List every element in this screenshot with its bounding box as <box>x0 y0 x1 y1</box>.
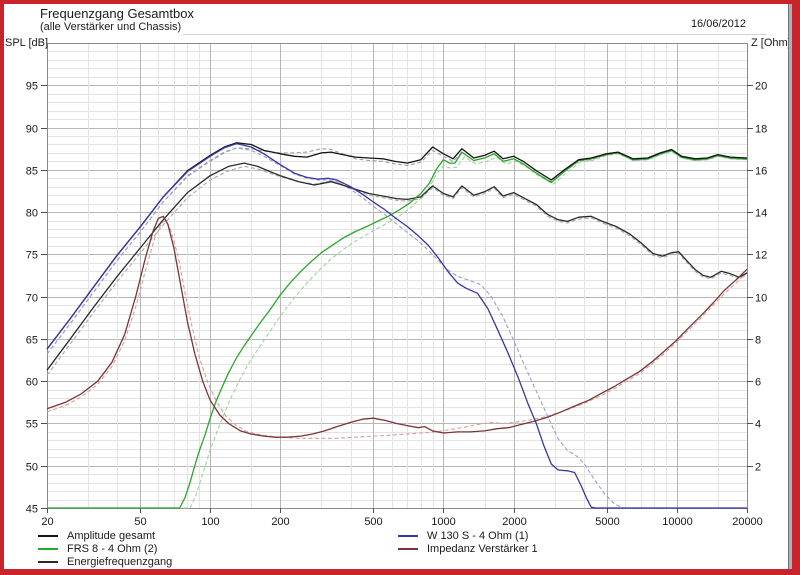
svg-text:100: 100 <box>201 516 219 528</box>
svg-text:20: 20 <box>755 81 767 93</box>
series-w130 <box>46 142 747 509</box>
z-axis-label: Z [Ohm] <box>751 37 791 49</box>
svg-text:14: 14 <box>755 208 767 220</box>
svg-text:10: 10 <box>755 293 767 305</box>
svg-text:80: 80 <box>26 208 38 220</box>
window-right-edge <box>788 4 792 569</box>
legend-item-w130: W 130 S - 4 Ohm (1) <box>398 529 528 542</box>
svg-text:4: 4 <box>755 419 761 431</box>
svg-text:85: 85 <box>26 166 38 178</box>
svg-text:10000: 10000 <box>662 516 693 528</box>
svg-text:18: 18 <box>755 124 767 136</box>
spl-axis-label: SPL [dB] <box>5 37 49 49</box>
svg-text:20: 20 <box>41 516 53 528</box>
legend-swatch-impedanz <box>398 547 418 550</box>
svg-text:2000: 2000 <box>502 516 526 528</box>
svg-text:95: 95 <box>26 81 38 93</box>
svg-text:20000: 20000 <box>732 516 763 528</box>
svg-text:2: 2 <box>755 462 761 474</box>
series-impedance <box>46 215 748 438</box>
chart-grid <box>47 43 748 509</box>
svg-text:5000: 5000 <box>595 516 619 528</box>
svg-text:75: 75 <box>26 250 38 262</box>
svg-text:70: 70 <box>26 293 38 305</box>
series-impedance-alt <box>46 219 748 439</box>
chart-date: 16/06/2012 <box>690 18 746 30</box>
series-w130-alt <box>46 147 747 509</box>
series-energy <box>46 162 748 371</box>
series-frs8 <box>47 149 748 509</box>
legend-label-energie: Energiefrequenzgang <box>67 555 173 568</box>
svg-text:1000: 1000 <box>431 516 455 528</box>
selection-border-bottom <box>0 569 800 575</box>
svg-text:50: 50 <box>134 516 146 528</box>
svg-text:90: 90 <box>26 124 38 136</box>
legend-swatch-frs8 <box>38 547 58 550</box>
chart-title: Frequenzgang Gesamtbox <box>40 6 194 21</box>
legend-swatch-energie <box>38 560 58 563</box>
legend-item-amplitude: Amplitude gesamt <box>38 529 155 542</box>
selection-border-left <box>0 0 4 575</box>
svg-text:200: 200 <box>271 516 289 528</box>
chart-axes: 9590858075706560555045201816141210864220… <box>26 81 768 529</box>
chart-subtitle: (alle Verstärker und Chassis) <box>40 21 182 33</box>
legend-label-frs8: FRS 8 - 4 Ohm (2) <box>67 542 158 555</box>
header-divider <box>183 34 767 35</box>
svg-text:60: 60 <box>26 377 38 389</box>
legend-label-impedanz: Impedanz Verstärker 1 <box>427 542 538 555</box>
selection-border-top <box>0 0 800 4</box>
svg-text:55: 55 <box>26 419 38 431</box>
legend-swatch-w130 <box>398 534 418 537</box>
svg-text:16: 16 <box>755 166 767 178</box>
svg-text:45: 45 <box>26 504 38 516</box>
selection-border-right <box>792 0 800 575</box>
legend-label-amplitude: Amplitude gesamt <box>67 529 156 542</box>
legend-item-energie: Energiefrequenzgang <box>38 555 172 568</box>
legend-swatch-amplitude <box>38 534 58 537</box>
legend-item-frs8: FRS 8 - 4 Ohm (2) <box>38 542 157 555</box>
legend-label-w130: W 130 S - 4 Ohm (1) <box>427 529 529 542</box>
series-energy-alt <box>46 165 748 376</box>
legend-item-impedanz: Impedanz Verstärker 1 <box>398 542 538 555</box>
svg-text:50: 50 <box>26 462 38 474</box>
svg-text:8: 8 <box>755 335 761 347</box>
series-amplitude <box>46 142 748 350</box>
svg-text:12: 12 <box>755 250 767 262</box>
svg-text:65: 65 <box>26 335 38 347</box>
svg-text:500: 500 <box>364 516 382 528</box>
svg-text:6: 6 <box>755 377 761 389</box>
